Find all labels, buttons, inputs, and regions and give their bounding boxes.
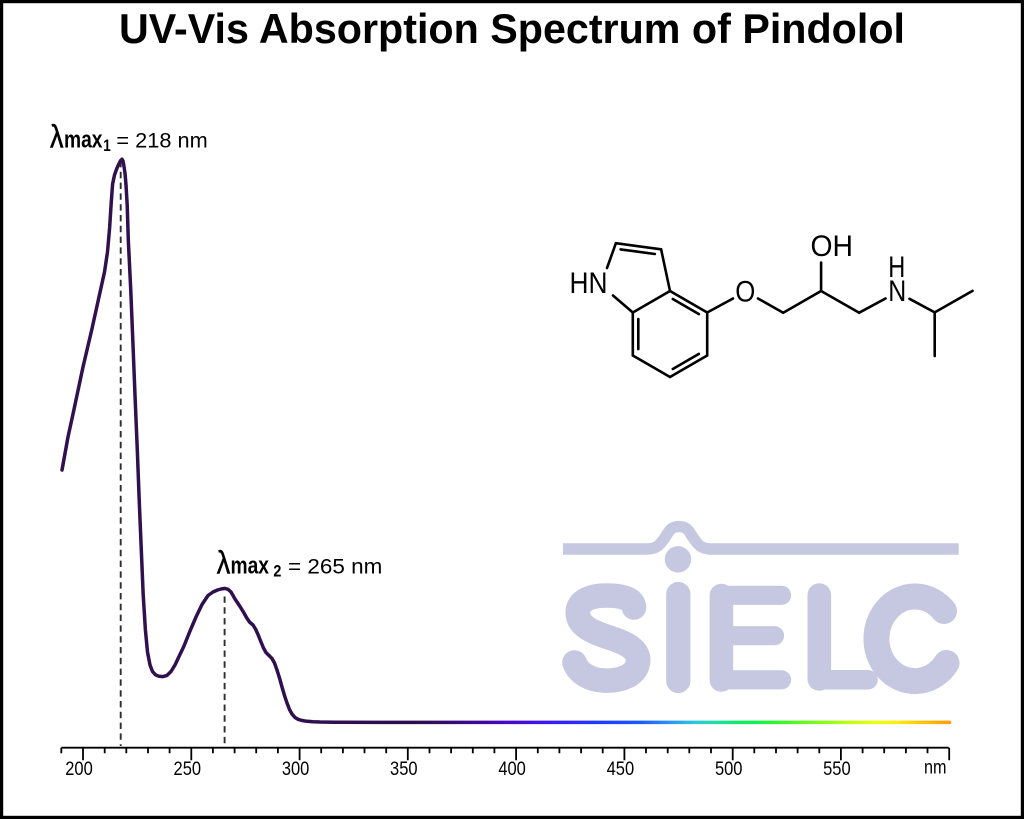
svg-text:O: O: [735, 276, 755, 309]
svg-text:max: max: [64, 127, 103, 154]
svg-text:200: 200: [65, 758, 93, 780]
svg-text:1: 1: [103, 136, 111, 155]
svg-text:300: 300: [282, 758, 310, 780]
svg-text:250: 250: [174, 758, 202, 780]
svg-text:N: N: [888, 275, 906, 308]
svg-text:λ: λ: [50, 119, 64, 155]
svg-text:UV-Vis Absorption Spectrum of: UV-Vis Absorption Spectrum of Pindolol: [119, 5, 905, 52]
svg-text:nm: nm: [924, 757, 947, 779]
svg-text:λ: λ: [217, 544, 231, 580]
svg-text:= 218 nm: = 218 nm: [116, 129, 207, 153]
svg-text:= 265 nm: = 265 nm: [288, 554, 382, 578]
svg-text:400: 400: [498, 758, 526, 780]
svg-text:OH: OH: [811, 230, 854, 263]
svg-text:550: 550: [823, 758, 851, 780]
svg-text:H: H: [888, 251, 905, 284]
svg-text:HN: HN: [570, 267, 608, 300]
svg-text:500: 500: [715, 758, 743, 780]
svg-text:350: 350: [390, 758, 418, 780]
svg-text:max: max: [231, 552, 270, 579]
svg-text:450: 450: [607, 758, 635, 780]
svg-text:2: 2: [273, 562, 281, 581]
